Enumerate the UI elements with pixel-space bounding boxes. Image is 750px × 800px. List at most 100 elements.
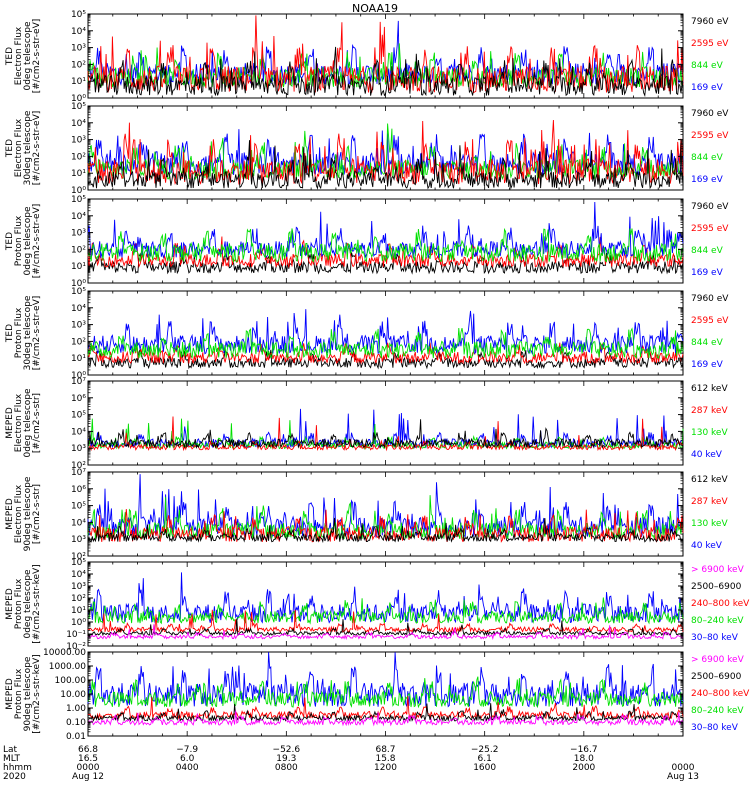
y-axis-label: MEPED Electron Flux 0deg telescope [#/cm2-s… [5,388,42,458]
y-tick-label: 10³ [71,44,86,54]
x-ticks [87,14,684,98]
trace-287-kev [87,416,684,452]
time-tick-hhmm: 0000 [672,763,695,773]
legend-entry: 169 eV [691,360,724,370]
time-tick-mlt: 18.0 [574,754,594,764]
time-tick-hhmm: 1600 [473,763,496,773]
trace-844-ev [87,227,684,264]
legend: > 6900 keV 2500–6900 240–800 keV 80–240 keV… [691,565,750,643]
y-axis: 10² 10³ 10⁴ 10⁵ 10⁶ 10⁷ [71,377,683,471]
legend-entry: 7960 eV [691,202,729,212]
legend: 7960 eV 2595 eV 844 eV 169 eV [691,109,729,185]
trace-287-kev [87,509,684,543]
y-tick-label: 10⁴ [71,119,86,129]
time-tick-date: Aug 12 [72,772,104,782]
trace-7960-ev [87,140,684,190]
x-ticks [87,472,684,556]
y-tick-label: 10¹ [71,354,86,364]
y-tick-label: 10⁴ [71,304,86,314]
y-tick-label: 10⁵ [71,10,86,20]
y-label-line: [#/cm2-s-str-keV] [32,654,42,733]
time-tick-hhmm: 0800 [275,763,298,773]
time-tick-lat: −52.6 [273,745,301,755]
legend-entry: 169 eV [691,268,724,278]
legend-entry: 80–240 keV [691,706,744,716]
data-traces [87,119,684,190]
y-label-line: [#/cm2-s-str-eV] [32,204,42,279]
trace-30-80-kev [87,652,684,708]
legend-entry: 2500–6900 [691,672,742,682]
trace-2595-ev [87,342,684,365]
y-axis: 10⁰ 10¹ 10² 10³ 10⁴ 10⁵ [71,195,683,289]
y-label-line: Proton Flux [14,307,24,358]
time-row-label: MLT [3,754,21,764]
y-tick-label: 10² [71,337,86,347]
y-tick-label: 10⁴ [71,570,86,580]
y-label-line: MEPED [5,407,15,439]
legend-entry: 844 eV [691,246,724,256]
y-tick-label: 10¹ [71,606,86,616]
y-tick-label: 10¹ [71,169,86,179]
y-label-line: Electron Flux [14,484,24,543]
time-tick-lat: 68.7 [375,745,395,755]
data-traces [87,15,684,98]
y-tick-label: 1.00 [66,704,86,714]
time-tick-mlt: 19.3 [276,754,296,764]
y-tick-label: 10⁰ [71,186,86,196]
legend-entry: 169 eV [691,83,724,93]
y-tick-label: 100.00 [55,676,87,686]
legend-entry: 2595 eV [691,131,729,141]
time-tick-hhmm: 0400 [176,763,199,773]
panel-meped-p-0: 10⁻² 10⁻¹ 10⁰ 10¹ 10² 10³ 10⁴ 10⁵ MEPED Proton Fl… [5,558,750,652]
legend-entry: 80–240 keV [691,616,744,626]
time-tick-lat: −16.7 [570,745,598,755]
time-tick-hhmm: 2000 [572,763,595,773]
time-tick-lat: −25.2 [471,745,499,755]
y-axis-label: MEPED Proton Flux 90deg telescope [#/cm2-s-… [5,654,42,733]
y-tick-label: 10000.00 [43,648,86,658]
y-label-line: [#/cm2-s-str] [32,393,42,453]
y-label-line: MEPED [5,498,15,530]
legend-entry: 844 eV [691,61,724,71]
trace--6900-kev [87,710,684,727]
x-ticks [87,652,684,736]
y-tick-label: 10² [71,461,86,471]
legend-entry: 240–800 keV [691,599,750,609]
y-label-line: Proton Flux [14,578,24,629]
data-traces [87,474,684,544]
y-tick-label: 10³ [71,535,86,545]
y-tick-label: 10⁴ [71,212,86,222]
y-axis-label: MEPED Proton Flux 0deg telescope [#/cm2-s-s… [5,564,42,643]
y-label-line: TED [5,47,15,66]
time-row-label: 2020 [3,772,26,782]
time-tick-hhmm: 1200 [374,763,397,773]
y-axis: 10⁰ 10¹ 10² 10³ 10⁴ 10⁵ [71,102,683,196]
y-label-line: Electron Flux [14,26,24,85]
legend-entry: 7960 eV [691,17,729,27]
y-tick-label: 10² [71,552,86,562]
data-traces [87,572,684,641]
trace-130-kev [87,418,684,451]
y-label-line: Proton Flux [14,668,24,719]
y-axis: 0.01 0.10 1.00 10.00 100.00 1000.00 10000.00 [43,648,683,742]
time-tick-lat: −7.9 [176,745,198,755]
legend-entry: 30–80 keV [691,723,739,733]
panel-ted-p-30: 10⁰ 10¹ 10² 10³ 10⁴ 10⁵ TED Proton Flux 30deg te… [5,287,729,381]
trace-80-240-kev [87,597,684,625]
y-label-line: Proton Flux [14,215,24,266]
panel-frame [87,380,684,466]
legend-entry: 287 keV [691,497,728,507]
data-traces [87,652,684,727]
legend-entry: 40 keV [691,450,723,460]
x-ticks [87,291,684,375]
legend: 7960 eV 2595 eV 844 eV 169 eV [691,294,729,370]
x-ticks [87,106,684,190]
time-tick-mlt: 16.5 [78,754,98,764]
y-tick-label: 10⁰ [71,371,86,381]
legend: 7960 eV 2595 eV 844 eV 169 eV [691,202,729,278]
y-tick-label: 10⁷ [71,468,86,478]
y-tick-label: 10⁷ [71,377,86,387]
y-tick-label: 10² [71,60,86,70]
y-tick-label: 10³ [71,582,86,592]
y-label-line: 0deg telescope [23,21,33,91]
